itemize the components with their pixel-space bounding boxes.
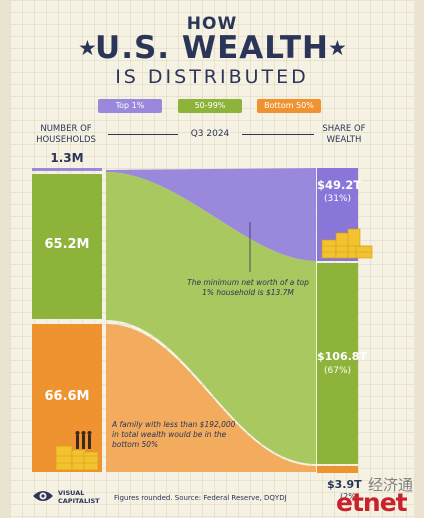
wealth-header-line2: WEALTH [326,135,362,145]
wealth-50-99-value: $106.8T [317,350,367,363]
annotation-bottom-50: A family with less than $192,000 in tota… [112,420,236,449]
star-icon-left: ★ [78,36,97,60]
households-header-line1: NUMBER OF [40,124,92,134]
brand-line2: CAPITALIST [58,497,100,505]
wealth-bottom-50-value: $3.9T [327,478,362,491]
wealth-header-line1: SHARE OF [322,124,366,134]
bar-right-bottom-50 [317,466,358,473]
bar-right-50-99 [317,263,358,464]
brand-line1: VISUAL [58,489,85,497]
wealth-top-1-value: $49.2T [317,178,362,192]
wealth-header: SHARE OF WEALTH [314,124,374,146]
wealth-top-1-share: (31%) [323,194,352,204]
flow-bottom-50 [106,324,316,472]
etnet-watermark-latin: etnet [336,488,408,517]
period-line-right [242,134,314,135]
coin-stack-icon-bottom [55,431,99,471]
annotation-top-1: The minimum net worth of a top 1% househ… [187,278,309,297]
bar-left-top-1 [32,168,102,171]
brand-name: VISUAL CAPITALIST [58,489,100,505]
flow-top-1 [106,168,316,261]
bar-left-50-99 [32,174,102,319]
title-top: HOW [186,14,238,34]
legend-50-99: 50-99% [178,99,242,113]
households-bottom-50-label: 66.6M [44,389,90,404]
period-line-left [108,134,178,135]
households-header: NUMBER OF HOUSEHOLDS [26,124,106,146]
households-header-line2: HOUSEHOLDS [36,135,96,145]
title-bottom: IS DISTRIBUTED [115,66,309,88]
title-main: U.S. WEALTH [95,30,329,66]
period-label: Q3 2024 [190,129,230,139]
households-top-1-label: 1.3M [50,151,84,165]
legend-bottom-50: Bottom 50% [257,99,321,113]
visual-capitalist-logo [32,488,54,504]
flow-50-99 [106,172,316,464]
source-note: Figures rounded. Source: Federal Reserve… [114,494,287,502]
logo-icon [33,491,53,501]
star-icon-right: ★ [328,36,347,60]
wealth-50-99-share: (67%) [323,366,352,376]
households-50-99-label: 65.2M [44,237,90,252]
wealth-bottom-50-share: (2%) [340,492,359,501]
etnet-watermark-chinese: 经济通 [368,476,414,494]
legend-top-1: Top 1% [98,99,162,113]
coin-stack-icon-top [321,228,373,259]
